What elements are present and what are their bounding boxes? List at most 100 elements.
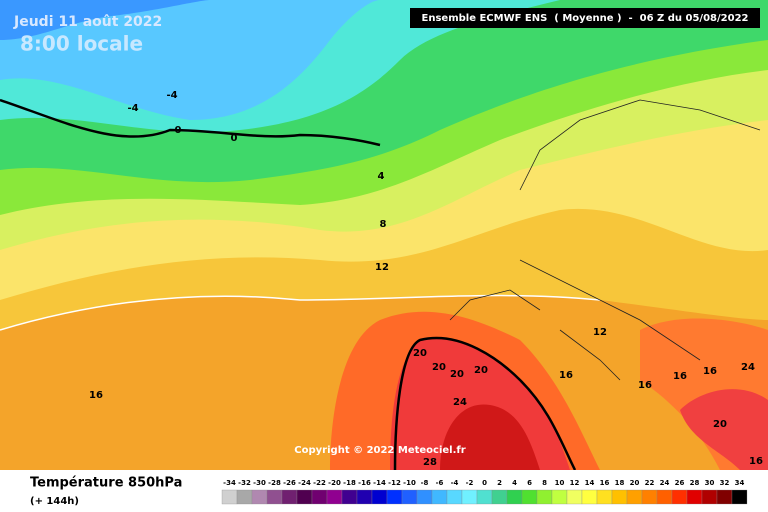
contour-label: 16 xyxy=(703,366,717,377)
legend-swatch xyxy=(671,489,688,505)
legend-swatch xyxy=(566,489,583,505)
legend-label: 14 xyxy=(585,479,595,487)
legend-swatch xyxy=(236,489,253,505)
legend-swatch xyxy=(311,489,328,505)
legend-swatch xyxy=(326,489,343,505)
legend-swatch xyxy=(701,489,718,505)
legend-label: -18 xyxy=(343,479,356,487)
legend-label: -30 xyxy=(253,479,266,487)
legend-label: 4 xyxy=(512,479,517,487)
legend-label: 10 xyxy=(555,479,565,487)
contour-label: 20 xyxy=(474,365,488,376)
contour-label: 20 xyxy=(413,348,427,359)
legend-swatch xyxy=(401,489,418,505)
legend-swatch xyxy=(716,489,733,505)
legend-swatch xyxy=(626,489,643,505)
contour-label: -4 xyxy=(166,90,177,101)
legend-label: 22 xyxy=(645,479,655,487)
legend-label: 18 xyxy=(615,479,625,487)
legend-label: -14 xyxy=(373,479,386,487)
contour-label: 4 xyxy=(378,171,385,182)
legend-label: -34 xyxy=(223,479,236,487)
date: Jeudi 11 août 2022 xyxy=(13,14,162,30)
legend-label: 12 xyxy=(570,479,580,487)
source: Ensemble ECMWF ENS ( Moyenne ) - 06 Z du… xyxy=(422,13,749,24)
legend-swatch xyxy=(581,489,598,505)
legend-label: 6 xyxy=(527,479,532,487)
legend-label: -24 xyxy=(298,479,311,487)
twenty-isotherm xyxy=(393,336,577,471)
hot-east xyxy=(680,389,768,470)
legend-label: -28 xyxy=(268,479,281,487)
legend-swatch xyxy=(731,489,748,505)
coastline xyxy=(449,99,761,381)
legend-label: 32 xyxy=(720,479,730,487)
legend-swatch xyxy=(521,489,538,505)
legend-swatch xyxy=(536,489,553,505)
isotherm xyxy=(0,294,601,331)
legend-swatch xyxy=(296,489,313,505)
legend-swatch xyxy=(641,489,658,505)
legend-swatch xyxy=(341,489,358,505)
legend-label: 30 xyxy=(705,479,715,487)
legend-swatch xyxy=(431,489,448,505)
footer-subtitle: (+ 144h) xyxy=(30,496,79,507)
legend-swatch xyxy=(386,489,403,505)
legend-label: 34 xyxy=(735,479,745,487)
legend-swatch xyxy=(506,489,523,505)
legend-swatch xyxy=(281,489,298,505)
legend-label: 2 xyxy=(497,479,502,487)
legend-label: -4 xyxy=(451,479,459,487)
legend-swatch xyxy=(551,489,568,505)
contour-label: 8 xyxy=(380,219,387,230)
legend-label: -6 xyxy=(436,479,444,487)
legend-label: -12 xyxy=(388,479,401,487)
contour-label: 0 xyxy=(175,125,182,136)
contour-label: 16 xyxy=(749,456,763,467)
time: 8:00 locale xyxy=(20,32,143,56)
legend-swatch xyxy=(596,489,613,505)
legend-swatch xyxy=(371,489,388,505)
contour-label: 16 xyxy=(89,390,103,401)
very-hot-area xyxy=(440,404,540,470)
legend-swatch xyxy=(416,489,433,505)
legend-swatch xyxy=(686,489,703,505)
legend-label: -10 xyxy=(403,479,416,487)
legend-label: 24 xyxy=(660,479,670,487)
legend-swatch xyxy=(251,489,268,505)
contour-label: 20 xyxy=(450,369,464,380)
zero-isotherm xyxy=(0,98,381,147)
contour-label: 20 xyxy=(713,419,727,430)
contour-label: 16 xyxy=(638,380,652,391)
legend-label: 26 xyxy=(675,479,685,487)
legend-swatch xyxy=(356,489,373,505)
legend-swatch xyxy=(266,489,283,505)
legend-label: -16 xyxy=(358,479,371,487)
band-blue xyxy=(0,0,210,40)
legend-label: -32 xyxy=(238,479,251,487)
legend-label: -2 xyxy=(466,479,474,487)
contour-label: -4 xyxy=(127,103,138,114)
legend-label: 28 xyxy=(690,479,700,487)
copyright: Copyright © 2022 Meteociel.fr xyxy=(294,445,465,456)
contour-label: 24 xyxy=(453,397,467,408)
contour-label: 20 xyxy=(432,362,446,373)
contour-label: 16 xyxy=(559,370,573,381)
legend-swatch xyxy=(461,489,478,505)
legend-swatch xyxy=(611,489,628,505)
contour-label: 12 xyxy=(593,327,607,338)
legend-label: -26 xyxy=(283,479,296,487)
legend-swatch xyxy=(446,489,463,505)
contour-label: 16 xyxy=(673,371,687,382)
legend-label: 8 xyxy=(542,479,547,487)
legend-label: -20 xyxy=(328,479,341,487)
footer-title: Température 850hPa xyxy=(30,476,182,491)
band-light-blue xyxy=(0,0,380,120)
legend-label: -8 xyxy=(421,479,429,487)
legend-swatch xyxy=(656,489,673,505)
legend-swatch xyxy=(476,489,493,505)
legend-label: 0 xyxy=(482,479,487,487)
legend-label: 16 xyxy=(600,479,610,487)
source-box xyxy=(410,8,760,28)
